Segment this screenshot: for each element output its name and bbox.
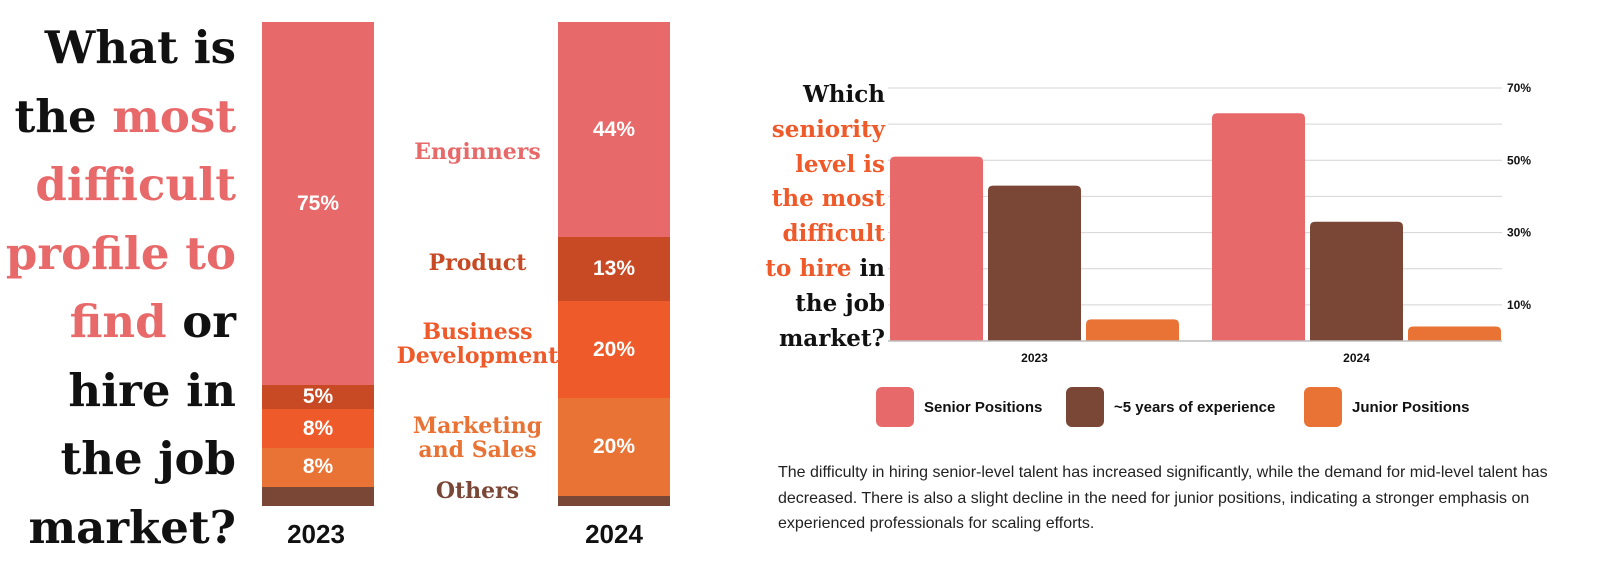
- legend-item-mid: ~5 years of experience: [1066, 387, 1275, 427]
- left-title-line: the job: [60, 432, 236, 485]
- left-title-line: the most: [14, 89, 236, 143]
- legend-label-junior: Junior Positions: [1352, 398, 1470, 416]
- left-title-line: find or: [69, 295, 236, 348]
- right-chart-title: Which seniority level is the most difficult t…: [760, 78, 885, 356]
- stack-segment-2023: 8%: [262, 447, 374, 487]
- left-title-line: difficult: [35, 158, 236, 211]
- right-title-line: difficult: [782, 220, 885, 248]
- category-label-others: Others: [435, 478, 520, 504]
- y-tick-label: 30%: [1507, 226, 1531, 240]
- left-title-line: market?: [28, 500, 236, 554]
- stack-segment-2024: [558, 496, 670, 506]
- legend-item-junior: Junior Positions: [1304, 387, 1470, 427]
- bar-2023-series-0: [890, 156, 983, 341]
- category-label-product: Product: [428, 250, 527, 276]
- legend-swatch-mid: [1066, 387, 1104, 427]
- stack-segment-2023: 5%: [262, 385, 374, 410]
- stack-segment-2023: [262, 486, 374, 506]
- right-title-line: market?: [778, 324, 885, 352]
- y-tick-label: 10%: [1507, 298, 1531, 312]
- stack-segment-2023: 75%: [262, 22, 374, 385]
- stack-segment-2024: 20%: [558, 300, 670, 399]
- left-title-line: profile to: [5, 226, 236, 280]
- bar-2024-series-0: [1212, 113, 1305, 341]
- category-label-business-development: Business Development: [396, 319, 559, 369]
- y-tick-label: 70%: [1507, 81, 1531, 95]
- right-title-line: Which: [802, 81, 885, 108]
- year-label-2024: 2024: [585, 519, 643, 549]
- bar-2024-series-2: [1408, 326, 1501, 341]
- stack-segment-2024: 44%: [558, 22, 670, 238]
- legend-swatch-junior: [1304, 387, 1342, 427]
- right-title-line: the most: [771, 185, 885, 213]
- right-title-line: the job: [795, 289, 885, 317]
- right-title-line: to hire in: [765, 254, 885, 282]
- legend-label-senior: Senior Positions: [924, 398, 1043, 416]
- description-paragraph: The difficulty in hiring senior-level ta…: [778, 464, 1548, 532]
- left-title-line: What is: [44, 21, 236, 74]
- year-label-2023: 2023: [287, 519, 345, 549]
- left-title-line: hire in: [68, 363, 236, 417]
- bar-2023-series-1: [988, 185, 1081, 341]
- bar-2023-series-2: [1086, 319, 1179, 341]
- legend-swatch-senior: [876, 387, 914, 427]
- x-tick-label: 2024: [1343, 351, 1370, 365]
- stack-segment-2024: 13%: [558, 237, 670, 301]
- legend-item-senior: Senior Positions: [876, 387, 1042, 427]
- x-tick-label: 2023: [1021, 351, 1048, 365]
- left-chart-title: What is the most difficult profile to find o…: [0, 14, 236, 562]
- stack-segment-2024: 20%: [558, 398, 670, 497]
- y-tick-label: 50%: [1507, 153, 1531, 167]
- category-label-marketing-and-sales: Marketing and Sales: [412, 413, 543, 463]
- legend-label-mid: ~5 years of experience: [1114, 398, 1276, 416]
- stack-segment-2023: 8%: [262, 409, 374, 448]
- right-title-line: level is: [795, 150, 885, 178]
- bar-2024-series-1: [1310, 221, 1403, 341]
- right-title-line: seniority: [771, 115, 885, 143]
- category-label-engineers: Enginners: [414, 139, 541, 165]
